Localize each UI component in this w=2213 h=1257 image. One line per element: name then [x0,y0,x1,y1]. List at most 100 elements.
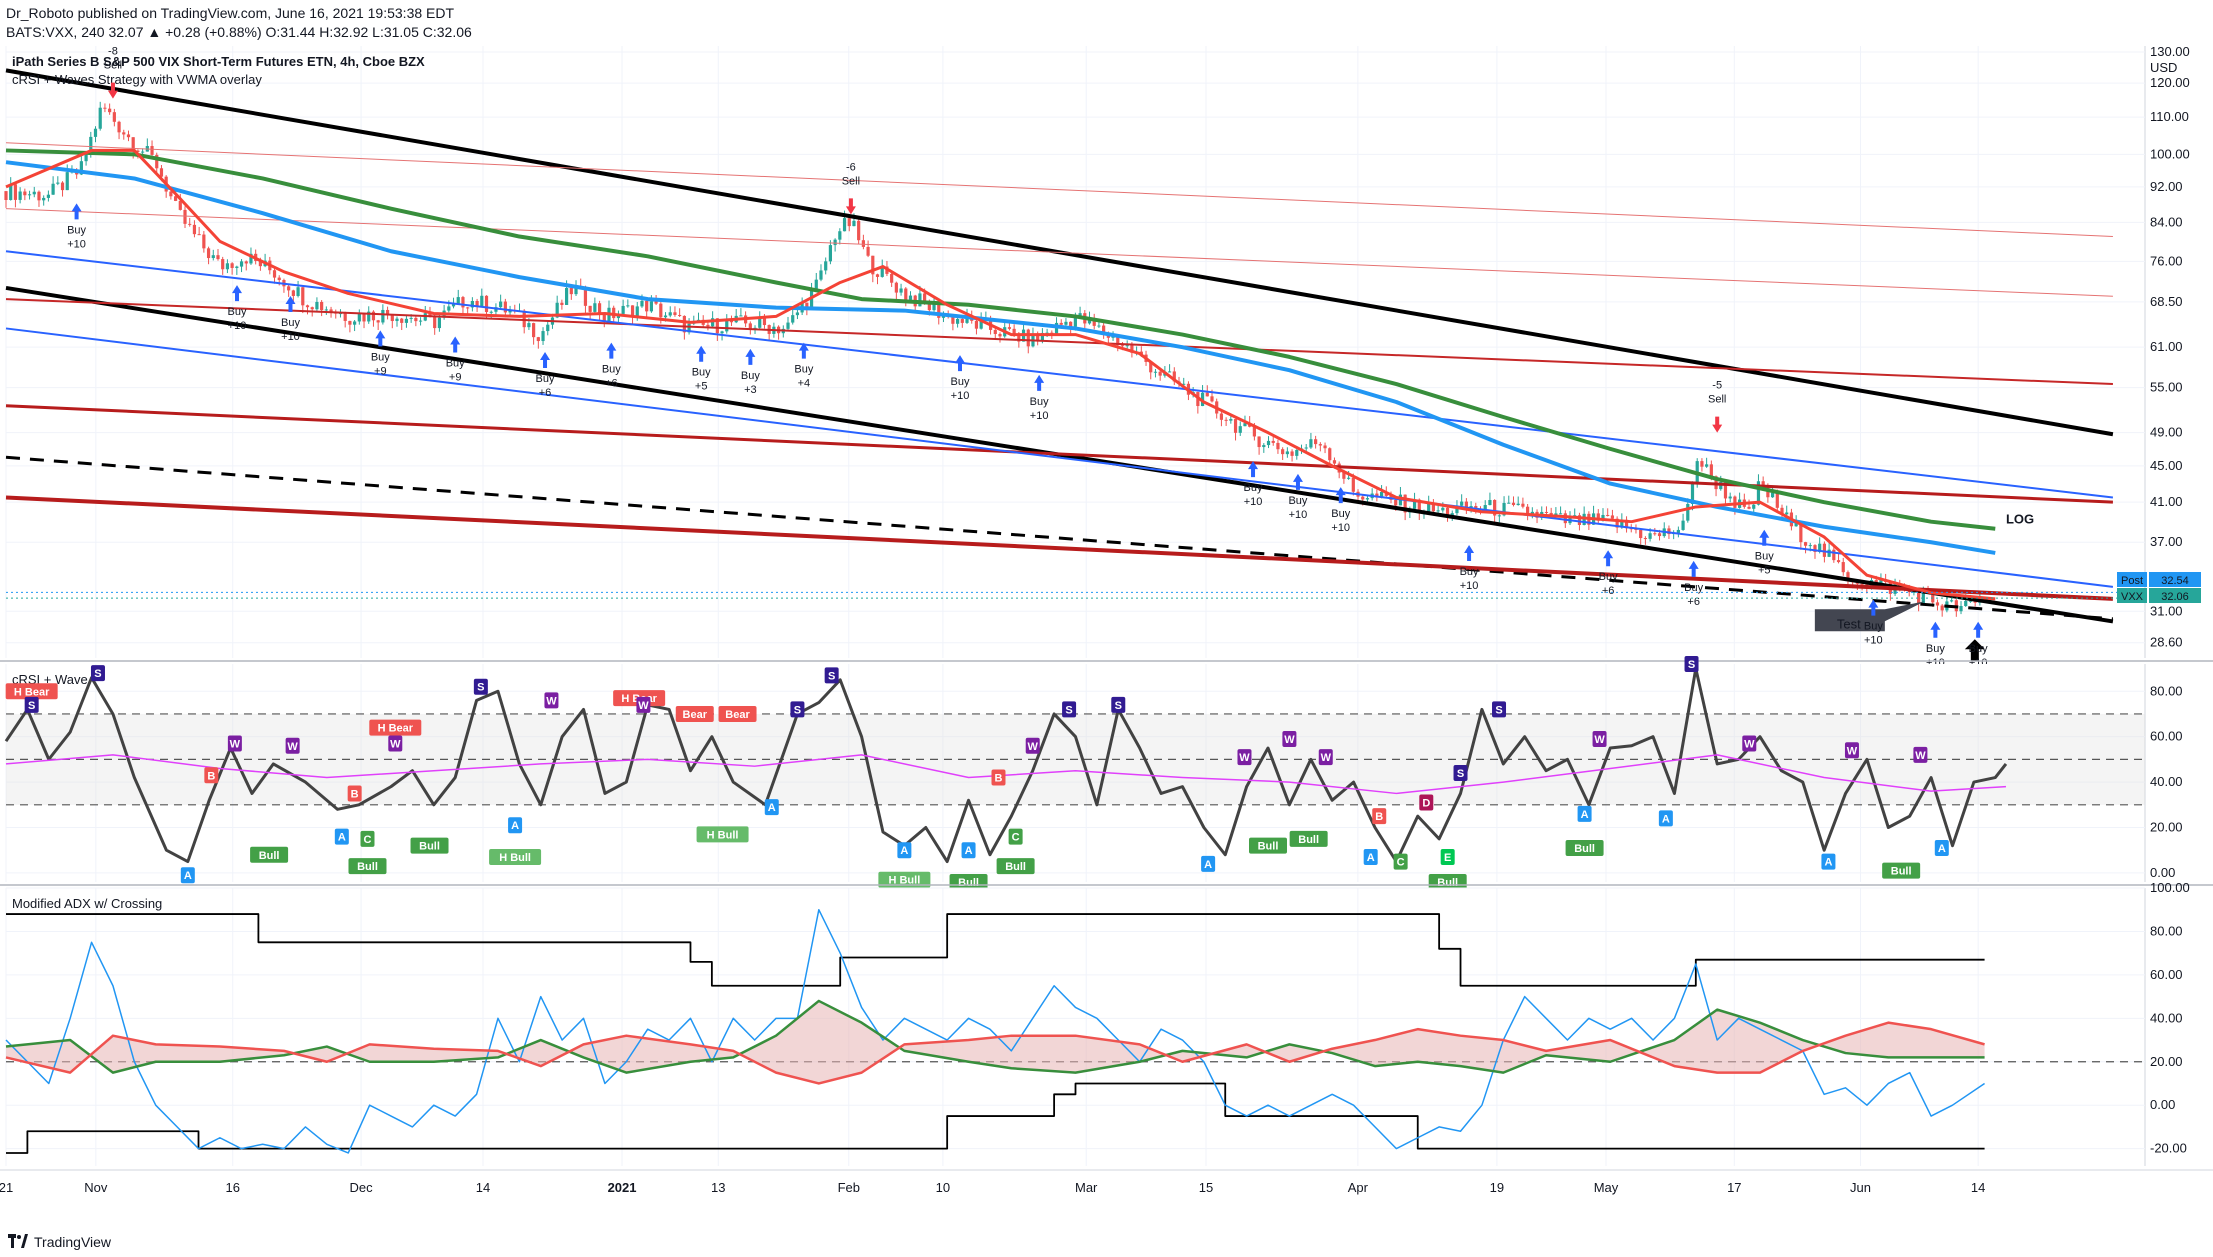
series-line-9[interactable] [5,250,2114,499]
series-line-13[interactable] [5,148,1996,601]
crsi-badge-a [1363,849,1378,866]
candle-body [1964,600,1968,607]
sell-label: Sell [1708,394,1726,406]
candle-body [84,154,88,162]
chart-canvas[interactable]: 130.00120.00110.00100.0092.0084.0076.006… [0,46,2213,1226]
candle-body [1276,442,1280,450]
candle-body [1153,371,1158,373]
crsi-badge-b [991,769,1006,786]
crsi-badge-text: C [1012,832,1020,844]
crsi-badge-bull [1565,839,1604,856]
candle-body [1073,316,1077,327]
candle-body [1940,605,1944,611]
pane-background [0,46,2213,658]
series-line-5[interactable] [5,1021,1985,1085]
buy-amount: +10 [67,238,86,250]
candle-body [706,324,710,327]
buy-label: Buy [281,317,300,329]
series-line-2[interactable] [6,1082,1985,1154]
candle-body [1342,472,1346,479]
candle-body [235,266,239,268]
candle-body [112,112,116,122]
crsi-badge-text: S [1115,700,1122,712]
candle-body [564,287,569,305]
candle-body [371,311,376,321]
candle-body [1794,522,1798,527]
crsi-badge-a [1201,855,1216,872]
candle-body [37,191,41,201]
buy-label: Buy [1926,643,1945,655]
buy-amount: +10 [1244,496,1263,508]
crsi-badge-w [1318,749,1333,766]
candle-body [923,293,927,302]
series-line-10[interactable] [5,327,2114,588]
candle-body [395,318,399,322]
crsi-badge-bull [410,837,449,854]
crsi-badge-text: S [1457,768,1464,780]
crsi-badge-a [1577,805,1592,822]
buy-arrow-icon [1930,621,1941,638]
crsi-badge-text: C [364,834,372,846]
candle-body [1243,423,1247,427]
series-line-3[interactable] [5,908,1985,1154]
candle-body [1563,513,1567,524]
pane-title: iPath Series B S&P 500 VIX Short-Term Fu… [12,54,425,69]
candle-body [1959,606,1963,612]
publisher-line: Dr_Roboto published on TradingView.com, … [6,5,454,21]
series-line-12[interactable] [5,148,1996,531]
x-tick-label: 10 [936,1180,950,1195]
series-line-1[interactable] [6,913,1985,987]
buy-label: Buy [1244,482,1263,494]
crsi-badge-bull [949,874,988,890]
y-tick-label: 45.00 [2150,458,2183,473]
candle-body [814,279,818,289]
candle-body [1431,502,1436,512]
crsi-badge-text: Bull [1258,841,1279,853]
buy-amount: +10 [1864,635,1883,647]
crsi-badge-hbull [878,871,931,888]
series-line-4[interactable] [5,999,1985,1074]
candle-body [1219,413,1224,420]
adx-pane[interactable]: 100.00 80.00 60.00 40.00 20.00 0.00 -20.00 Modi… [0,880,2213,1166]
crsi-badge-text: Bull [1005,861,1026,873]
crsi-badge-s [1111,696,1126,713]
candle-body [503,301,507,313]
series-line-6[interactable] [5,298,2113,386]
publish-info: published on TradingView.com, June 16, 2… [77,5,455,21]
y-tick-label: 41.00 [2150,494,2183,509]
crsi-badge-text: W [1284,734,1295,746]
candle-body [1483,505,1487,510]
series-line-1[interactable] [4,667,2008,864]
crsi-badge-a [334,828,349,845]
price-pane[interactable]: 130.00 120.00 110.00 100.00 92.00 84.00 76.00 6… [0,46,2213,669]
series-line-5[interactable] [5,404,2113,504]
candle-body [1577,515,1582,526]
buy-arrow-icon [285,295,296,312]
candle-body [979,319,983,329]
series-line-4[interactable] [5,495,2114,601]
buy-label: Buy [951,376,970,388]
candle-body [1455,505,1459,514]
candle-body [993,329,997,334]
candle-body [1813,545,1817,552]
y-tick-label: 100.00 [2150,880,2190,895]
candle-body [1182,383,1186,385]
crsi-badge-text: W [1847,745,1858,757]
series-line-11[interactable] [5,160,1996,555]
crsi-badge-s [1062,701,1077,718]
crsi-badge-text: Bull [259,850,280,862]
y-tick-label: 92.00 [2150,179,2183,194]
crsi-badge-text: W [1915,750,1926,762]
publisher-name[interactable]: Dr_Roboto [6,5,74,21]
candle-body [951,315,955,324]
series-line-7[interactable] [5,142,2113,238]
series-line-2[interactable] [5,754,2007,795]
pane-background [0,888,2213,1166]
time-axis[interactable]: 21 Nov 16 Dec 14 2021 13 Feb 10 Mar 15 Apr 19 May 17 Ju… [0,1169,2213,1195]
candle-body [1361,496,1365,500]
sell-amount: -5 [1712,380,1722,392]
candle-body [678,314,682,316]
series-line-8[interactable] [5,208,2113,297]
candle-body [108,108,112,113]
